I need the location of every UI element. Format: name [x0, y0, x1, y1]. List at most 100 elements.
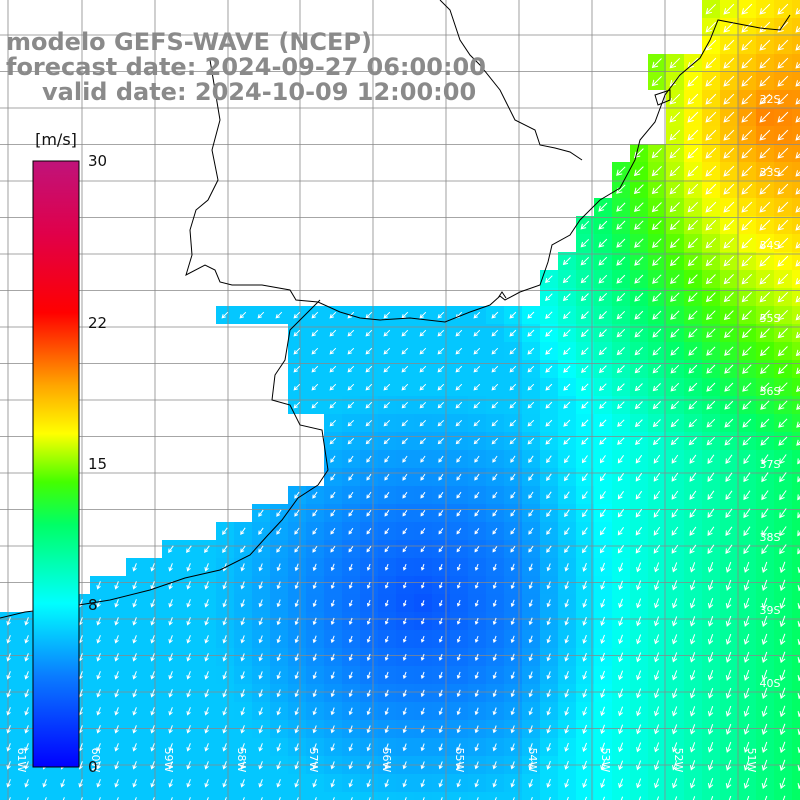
wind-cell — [774, 792, 792, 800]
wind-cell — [0, 792, 18, 800]
wind-cell — [792, 396, 800, 414]
wind-cell — [792, 126, 800, 144]
wind-cell — [792, 666, 800, 684]
wind-cell — [36, 792, 54, 800]
wind-cell — [558, 792, 576, 800]
wind-cell — [792, 216, 800, 234]
colorbar-tick-label: 8 — [88, 596, 98, 614]
wind-cell — [792, 468, 800, 486]
wind-cell — [684, 792, 702, 800]
wind-cell — [378, 792, 396, 800]
wind-cell — [54, 792, 72, 800]
wind-cell — [522, 792, 540, 800]
wind-cell — [666, 792, 684, 800]
wind-cell — [702, 792, 720, 800]
lat-label: 35S — [760, 312, 781, 325]
wind-cell — [720, 792, 738, 800]
wind-cell — [648, 792, 666, 800]
lat-label: 33S — [760, 166, 781, 179]
wind-cell — [792, 792, 800, 800]
wind-cell — [144, 792, 162, 800]
wind-cell — [792, 90, 800, 108]
lon-label: 61W — [15, 748, 28, 773]
colorbar — [28, 155, 88, 775]
wind-cell — [792, 612, 800, 630]
wind-cell — [792, 486, 800, 504]
wind-cell — [252, 792, 270, 800]
wind-cell — [594, 792, 612, 800]
wind-cell — [342, 792, 360, 800]
colorbar-tick-label: 22 — [88, 314, 107, 332]
wind-cell — [792, 342, 800, 360]
wind-cell — [792, 54, 800, 72]
lon-label: 52W — [672, 748, 685, 773]
wind-cell — [396, 792, 414, 800]
valid-date: valid date: 2024-10-09 12:00:00 — [6, 80, 486, 105]
wind-cell — [792, 36, 800, 54]
wind-cell — [792, 0, 800, 18]
lon-label: 51W — [745, 748, 758, 773]
wind-cell — [792, 630, 800, 648]
wind-cell — [792, 72, 800, 90]
wind-cell — [198, 792, 216, 800]
wind-cell — [792, 378, 800, 396]
wind-cell — [792, 774, 800, 792]
wind-cell — [792, 540, 800, 558]
wind-cell — [576, 792, 594, 800]
wind-cell — [792, 738, 800, 756]
wind-cell — [792, 450, 800, 468]
lon-label: 56W — [380, 748, 393, 773]
wind-cell — [432, 792, 450, 800]
wind-cell — [792, 414, 800, 432]
wind-cell — [630, 792, 648, 800]
wind-cell — [792, 432, 800, 450]
wind-cell — [414, 792, 432, 800]
wind-cell — [360, 792, 378, 800]
colorbar-tick-label: 30 — [88, 152, 107, 170]
wind-cell — [792, 144, 800, 162]
wind-cell — [486, 792, 504, 800]
lon-label: 59W — [162, 748, 175, 773]
wind-cell — [792, 108, 800, 126]
wind-cell — [18, 792, 36, 800]
wind-cell — [792, 252, 800, 270]
wind-cell — [792, 198, 800, 216]
lon-label: 54W — [526, 748, 539, 773]
colorbar-gradient — [33, 161, 79, 767]
wind-cell — [324, 792, 342, 800]
wind-cell — [270, 792, 288, 800]
map-title: modelo GEFS-WAVE (NCEP) forecast date: 2… — [6, 30, 486, 105]
wind-cell — [450, 792, 468, 800]
lon-label: 55W — [453, 748, 466, 773]
lat-label: 34S — [760, 239, 781, 252]
wind-cell — [792, 720, 800, 738]
wind-cell — [162, 792, 180, 800]
wind-cell — [792, 648, 800, 666]
lon-label: 58W — [235, 748, 248, 773]
wind-cell — [108, 792, 126, 800]
lat-label: 40S — [760, 677, 781, 690]
wind-cell — [792, 522, 800, 540]
wind-cell — [612, 792, 630, 800]
wind-cell — [468, 792, 486, 800]
lat-label: 32S — [760, 93, 781, 106]
wind-cell — [792, 702, 800, 720]
wind-cell — [756, 792, 774, 800]
colorbar-tick-label: 15 — [88, 455, 107, 473]
lon-label: 57W — [307, 748, 320, 773]
wind-cell — [72, 792, 90, 800]
wind-cell — [216, 792, 234, 800]
wind-cell — [126, 792, 144, 800]
wind-cell — [792, 684, 800, 702]
wind-cell — [792, 360, 800, 378]
wind-cell — [792, 594, 800, 612]
wind-cell — [792, 504, 800, 522]
wind-cell — [792, 306, 800, 324]
lon-label: 53W — [599, 748, 612, 773]
wind-cell — [792, 180, 800, 198]
colorbar-tick-label: 0 — [88, 758, 98, 776]
wind-cell — [792, 18, 800, 36]
colorbar-unit: [m/s] — [30, 130, 82, 149]
forecast-date: forecast date: 2024-09-27 06:00:00 — [6, 55, 486, 80]
